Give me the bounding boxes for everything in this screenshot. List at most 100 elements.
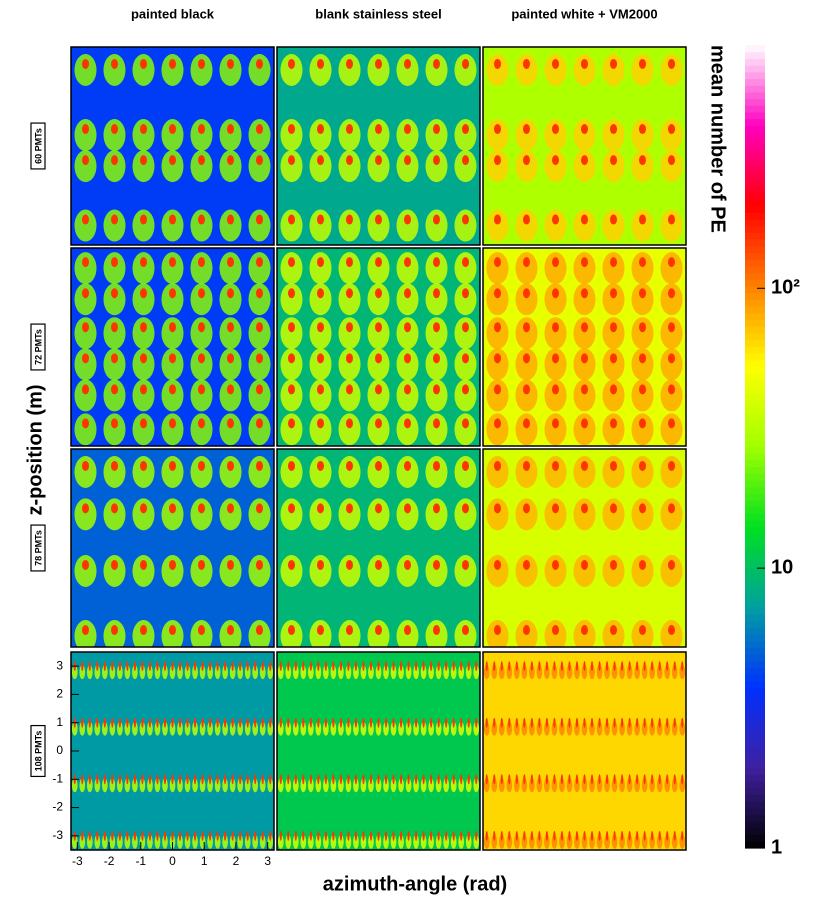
colorbar-cell (745, 479, 765, 488)
spot-halo (101, 665, 108, 680)
spot-core (81, 717, 84, 728)
spot-core (610, 214, 617, 225)
spot-halo (443, 778, 450, 793)
spot-halo (574, 834, 580, 849)
spot-halo (660, 53, 683, 86)
colorbar-cell (745, 720, 765, 729)
spot-halo (323, 834, 329, 849)
colorbar-cell (745, 520, 765, 528)
spot-halo (660, 150, 683, 183)
spot-halo (338, 119, 361, 152)
spot-core (553, 661, 556, 672)
spot-halo (581, 665, 588, 680)
spot-halo (491, 665, 498, 680)
spot-halo (573, 554, 596, 587)
spot-core (515, 774, 518, 785)
spot-halo (103, 252, 126, 285)
spot-halo (506, 665, 513, 680)
spot-halo (161, 209, 184, 242)
colorbar-cell (745, 65, 765, 73)
spot-core (126, 661, 129, 672)
spot-halo (573, 209, 596, 242)
spot-core (620, 661, 624, 672)
spot-halo (465, 834, 472, 849)
spot-halo (117, 834, 123, 849)
spot-core (404, 384, 411, 395)
spot-core (287, 830, 290, 841)
spot-core (317, 322, 324, 333)
spot-core (148, 774, 152, 785)
spot-halo (248, 53, 271, 86)
spot-core (317, 774, 320, 785)
spot-core (362, 774, 365, 785)
spot-halo (161, 283, 184, 316)
spot-halo (498, 778, 505, 793)
spot-halo (465, 665, 472, 680)
colorbar-cell (745, 653, 765, 662)
spot-halo (109, 778, 116, 793)
spot-halo (229, 778, 236, 793)
spot-core (346, 155, 353, 166)
panel (483, 652, 686, 850)
colorbar-cell (745, 640, 765, 648)
spot-halo (190, 53, 213, 86)
spot-core (317, 214, 324, 225)
spot-core (384, 661, 388, 672)
spot-halo (248, 554, 271, 587)
spot-halo (219, 498, 242, 531)
spot-core (111, 559, 118, 570)
colorbar-tick-label: 1 (771, 836, 782, 858)
colorbar-cell (745, 459, 765, 468)
spot-core (178, 717, 182, 728)
colorbar-cell (745, 560, 765, 568)
spot-core (198, 625, 205, 636)
spot-halo (425, 283, 448, 316)
colorbar-cell (745, 526, 765, 535)
spot-core (140, 58, 147, 69)
spot-halo (309, 119, 332, 152)
spot-halo (634, 834, 640, 849)
colorbar-cell (745, 158, 765, 167)
spot-core (437, 774, 440, 785)
spot-halo (259, 778, 266, 793)
spot-core (407, 717, 410, 728)
spot-core (628, 774, 631, 785)
spot-core (178, 774, 182, 785)
spot-halo (345, 834, 352, 849)
spot-halo (611, 778, 618, 793)
spot-core (163, 830, 167, 841)
spot-core (208, 830, 212, 841)
row-label-text: 60 PMTs (33, 128, 43, 164)
spot-core (375, 559, 382, 570)
spot-halo (368, 834, 374, 849)
spot-halo (559, 721, 565, 736)
spot-core (610, 460, 617, 471)
spot-halo (664, 778, 671, 793)
spot-halo (184, 778, 191, 793)
spot-core (681, 830, 684, 841)
spot-core (82, 418, 89, 429)
spot-core (246, 830, 249, 841)
spot-halo (109, 834, 116, 849)
spot-halo (581, 834, 588, 849)
spot-core (261, 661, 264, 672)
colorbar-cell (745, 667, 765, 675)
spot-core (302, 717, 305, 728)
spot-halo (292, 721, 299, 736)
spot-halo (454, 498, 477, 531)
spot-halo (338, 53, 361, 86)
spot-halo (486, 150, 509, 183)
spot-core (407, 830, 410, 841)
spot-halo (161, 348, 184, 381)
spot-core (354, 717, 358, 728)
spot-halo (169, 834, 176, 849)
spot-core (475, 830, 478, 841)
spot-halo (513, 665, 520, 680)
spot-core (639, 124, 646, 135)
spot-core (103, 717, 106, 728)
spot-halo (345, 721, 352, 736)
row-label-box (30, 122, 46, 170)
spot-halo (190, 209, 213, 242)
spot-halo (544, 721, 550, 736)
spot-core (384, 717, 388, 728)
